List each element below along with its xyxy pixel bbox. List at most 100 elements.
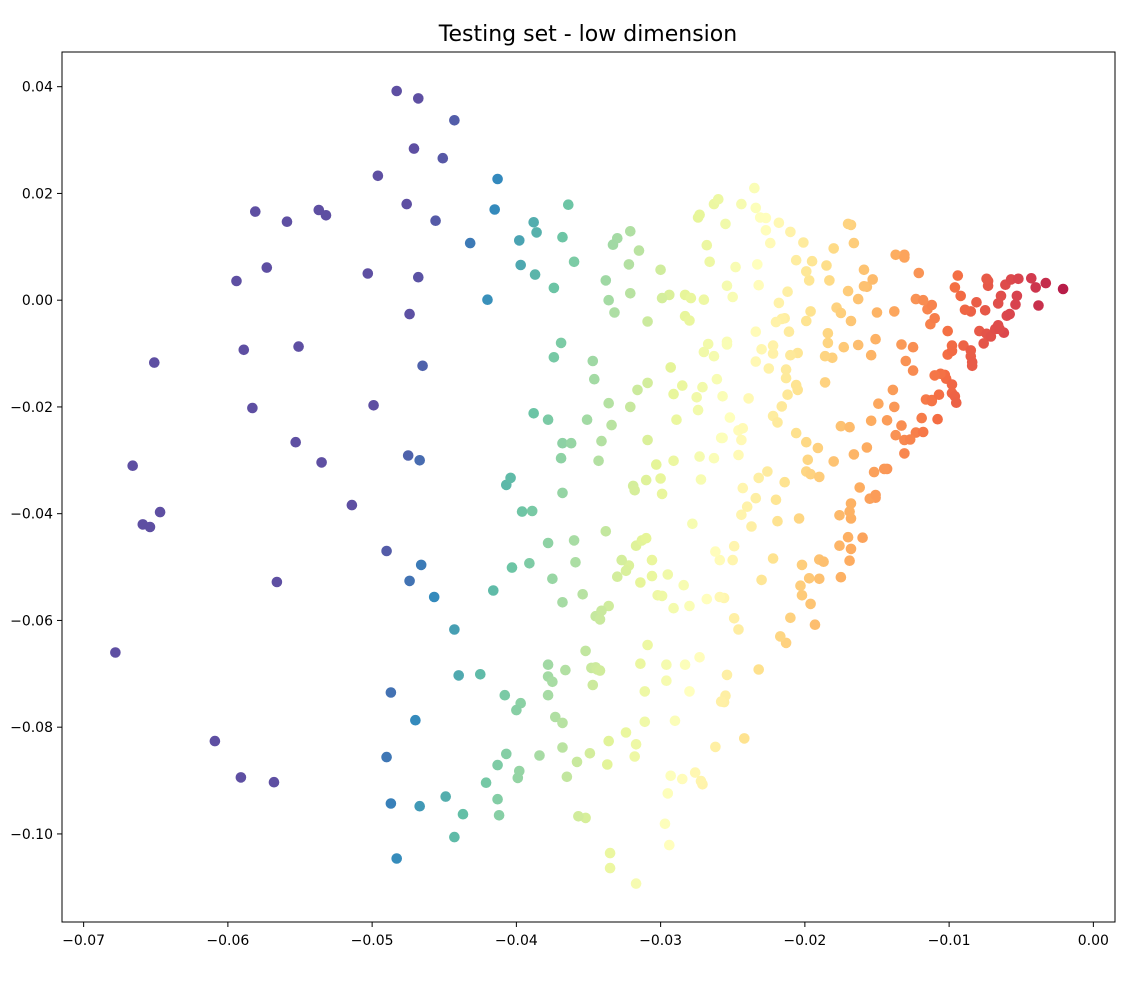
data-point xyxy=(1033,300,1044,311)
data-point xyxy=(694,451,705,462)
data-point xyxy=(770,494,782,506)
data-point xyxy=(417,360,428,372)
data-point xyxy=(861,442,873,453)
data-point xyxy=(701,239,713,251)
data-point xyxy=(852,339,864,351)
data-point xyxy=(966,360,978,372)
data-point xyxy=(659,818,671,830)
data-point xyxy=(557,231,568,243)
data-point xyxy=(929,370,940,381)
data-point xyxy=(803,275,815,286)
data-point xyxy=(834,510,845,521)
data-point xyxy=(845,315,857,327)
data-point xyxy=(430,215,441,226)
data-point xyxy=(727,554,738,566)
data-point xyxy=(557,742,568,753)
data-point xyxy=(489,204,501,215)
data-point xyxy=(842,531,854,543)
data-point xyxy=(760,212,772,224)
x-tick-label: −0.07 xyxy=(62,933,105,949)
data-point xyxy=(557,487,568,499)
data-point xyxy=(661,659,672,670)
data-point xyxy=(835,420,847,432)
data-point xyxy=(785,226,796,238)
data-point xyxy=(1013,273,1024,285)
data-point xyxy=(547,676,558,688)
data-point xyxy=(685,292,697,304)
data-point xyxy=(612,571,623,582)
data-point xyxy=(209,735,221,747)
data-point xyxy=(746,521,757,532)
data-point xyxy=(620,565,632,577)
data-point xyxy=(848,237,860,249)
data-point xyxy=(528,408,539,419)
data-point xyxy=(516,506,528,517)
data-point xyxy=(900,355,912,367)
data-point xyxy=(665,770,676,782)
data-point xyxy=(756,344,767,355)
data-point xyxy=(528,217,539,228)
data-point xyxy=(677,773,688,785)
data-point xyxy=(796,559,808,571)
data-point xyxy=(694,652,705,663)
data-point xyxy=(542,537,554,549)
data-point xyxy=(555,452,567,464)
data-point xyxy=(1030,282,1041,293)
data-point xyxy=(655,264,666,276)
data-point xyxy=(899,448,910,459)
data-point xyxy=(694,209,705,221)
data-point xyxy=(596,435,607,447)
data-point xyxy=(835,571,847,583)
data-point xyxy=(819,350,831,362)
data-point xyxy=(596,605,607,617)
data-point xyxy=(144,521,156,533)
data-point xyxy=(756,574,767,586)
data-point xyxy=(238,344,250,356)
data-point xyxy=(907,341,919,353)
data-point xyxy=(561,771,573,783)
data-point xyxy=(801,315,812,327)
data-point xyxy=(887,384,899,396)
x-tick-label: −0.06 xyxy=(206,933,249,949)
data-point xyxy=(651,459,662,470)
data-point xyxy=(635,577,646,588)
data-point xyxy=(736,509,747,521)
data-point xyxy=(1011,290,1023,302)
data-point xyxy=(480,777,492,788)
data-point xyxy=(801,266,812,277)
data-point xyxy=(678,579,689,591)
data-point xyxy=(449,115,460,126)
data-point xyxy=(381,751,392,763)
data-point xyxy=(803,573,815,584)
data-point xyxy=(453,670,465,681)
data-point xyxy=(665,362,676,373)
data-point xyxy=(773,217,785,229)
data-point xyxy=(568,256,580,268)
data-point xyxy=(951,397,962,409)
data-point xyxy=(524,558,535,569)
data-point xyxy=(372,170,384,182)
data-point xyxy=(767,553,779,564)
data-point xyxy=(499,689,511,701)
data-point xyxy=(505,472,516,484)
data-point xyxy=(802,454,814,466)
data-point xyxy=(949,282,961,293)
data-point xyxy=(428,591,440,603)
data-point xyxy=(402,450,414,461)
data-point xyxy=(580,645,591,657)
data-point xyxy=(290,436,302,448)
data-point xyxy=(655,473,666,484)
data-point xyxy=(493,810,505,821)
data-point xyxy=(557,717,568,729)
data-point xyxy=(511,704,522,716)
data-point xyxy=(646,554,658,566)
data-point xyxy=(656,292,668,304)
data-point xyxy=(844,421,855,433)
data-point xyxy=(865,415,877,427)
data-point xyxy=(871,307,883,318)
data-point xyxy=(741,501,753,512)
x-tick-label: 0.00 xyxy=(1078,933,1109,949)
data-point xyxy=(149,357,160,368)
data-point xyxy=(713,194,724,205)
data-point xyxy=(560,664,571,676)
